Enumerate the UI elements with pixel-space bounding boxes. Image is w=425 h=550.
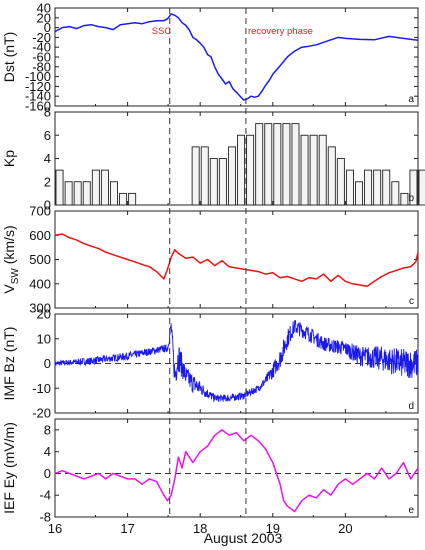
kp-bar: [391, 181, 400, 206]
y-tick-label: -160: [25, 99, 51, 114]
ssc-label: SSC: [152, 26, 172, 37]
y-tick-label: 0: [44, 20, 51, 35]
kp-bar: [218, 158, 227, 206]
y-tick-label: 300: [29, 301, 51, 316]
y-tick-label: -20: [32, 30, 51, 45]
series-line: [54, 429, 419, 513]
kp-bar: [82, 181, 91, 206]
kp-bar: [418, 169, 425, 206]
y-tick-label: 700: [29, 204, 51, 219]
y-axis-label: Kp: [1, 150, 17, 167]
panel-letter: d: [408, 401, 414, 412]
panel-letter: c: [409, 296, 414, 307]
kp-bar: [109, 181, 118, 206]
panel-frame: [54, 210, 419, 309]
x-tick-label: 18: [193, 521, 207, 536]
panel-letter: e: [408, 505, 414, 516]
panel-d: 20 10 0 -10 -20 IMF Bz (nT) d: [1, 307, 419, 421]
y-tick-label: -8: [39, 510, 51, 525]
kp-bar: [91, 169, 100, 206]
series-line: [54, 320, 419, 403]
kp-bar: [119, 192, 128, 206]
kp-bar: [273, 123, 282, 206]
kp-bar: [373, 169, 382, 206]
y-tick-label: -140: [25, 89, 51, 104]
y-tick-label: 20: [37, 10, 51, 25]
y-axis-label: VSW (km/s): [1, 225, 21, 293]
y-tick-label: -20: [32, 406, 51, 421]
kp-bar: [64, 181, 73, 206]
kp-bar: [128, 192, 137, 206]
kp-bar: [345, 169, 354, 206]
y-axis-label: IMF Bz (nT): [1, 327, 17, 401]
y-tick-label: 0: [44, 198, 51, 213]
y-tick-label: 2: [44, 174, 51, 189]
kp-bar: [300, 134, 309, 206]
y-tick-label: 8: [44, 422, 51, 437]
kp-bar: [309, 134, 318, 206]
kp-bar: [255, 123, 264, 206]
y-tick-label: 400: [29, 276, 51, 291]
y-tick-label: 10: [37, 331, 51, 346]
kp-bar: [264, 123, 273, 206]
kp-bar: [200, 146, 209, 206]
x-axis-title: August 2003: [204, 530, 283, 546]
panel-frame: [54, 111, 419, 206]
y-tick-label: 0: [44, 466, 51, 481]
kp-bar: [400, 192, 409, 206]
recovery-phase-label: recovery phase: [248, 26, 313, 37]
kp-bar: [327, 146, 336, 206]
kp-bar: [100, 169, 109, 206]
kp-bar: [382, 169, 391, 206]
kp-bar: [55, 169, 64, 206]
kp-bar: [209, 158, 218, 206]
y-tick-label: 0: [44, 356, 51, 371]
kp-bar: [291, 123, 300, 206]
series-line: [54, 233, 419, 287]
y-tick-label: 6: [44, 128, 51, 143]
panel-letter: b: [408, 193, 414, 204]
y-tick-label: 600: [29, 228, 51, 243]
x-tick-label: 19: [266, 521, 280, 536]
kp-bar: [191, 146, 200, 206]
y-tick-label: -40: [32, 40, 51, 55]
y-tick-label: -100: [25, 69, 51, 84]
kp-bar: [318, 134, 327, 206]
panel-b: 8 6 4 2 0 Kp b: [1, 105, 425, 213]
kp-bar: [246, 134, 255, 206]
kp-bar: [237, 134, 246, 206]
kp-bar: [73, 181, 82, 206]
kp-bar: [409, 169, 418, 206]
kp-bar: [355, 181, 364, 206]
y-tick-label: 4: [44, 444, 51, 459]
y-tick-label: 4: [44, 151, 51, 166]
series-line: [54, 13, 419, 101]
y-axis-label: Dst (nT): [1, 32, 17, 83]
y-tick-label: -120: [25, 79, 51, 94]
y-axis-label: IEF Ey (mV/m): [1, 422, 17, 514]
y-tick-label: -80: [32, 59, 51, 74]
y-tick-label: -60: [32, 50, 51, 65]
y-tick-label: 40: [37, 1, 51, 16]
y-tick-label: -4: [39, 488, 51, 503]
y-tick-label: -10: [32, 381, 51, 396]
y-tick-label: 8: [44, 105, 51, 120]
y-tick-label: 500: [29, 252, 51, 267]
panel-c: 700 600 500 400 300 VSW (km/s) c: [1, 204, 419, 316]
x-tick-label: 16: [48, 521, 62, 536]
panel-e: 8 4 0 -4 -8 IEF Ey (mV/m) e 16 17 18 19 20: [1, 418, 419, 536]
x-tick-label: 17: [120, 521, 134, 536]
kp-bar: [282, 123, 291, 206]
x-tick-label: 20: [338, 521, 352, 536]
kp-bar: [227, 146, 236, 206]
kp-bar: [364, 169, 373, 206]
kp-bar: [336, 158, 345, 206]
panel-letter: a: [408, 94, 414, 105]
y-tick-label: 20: [37, 307, 51, 322]
